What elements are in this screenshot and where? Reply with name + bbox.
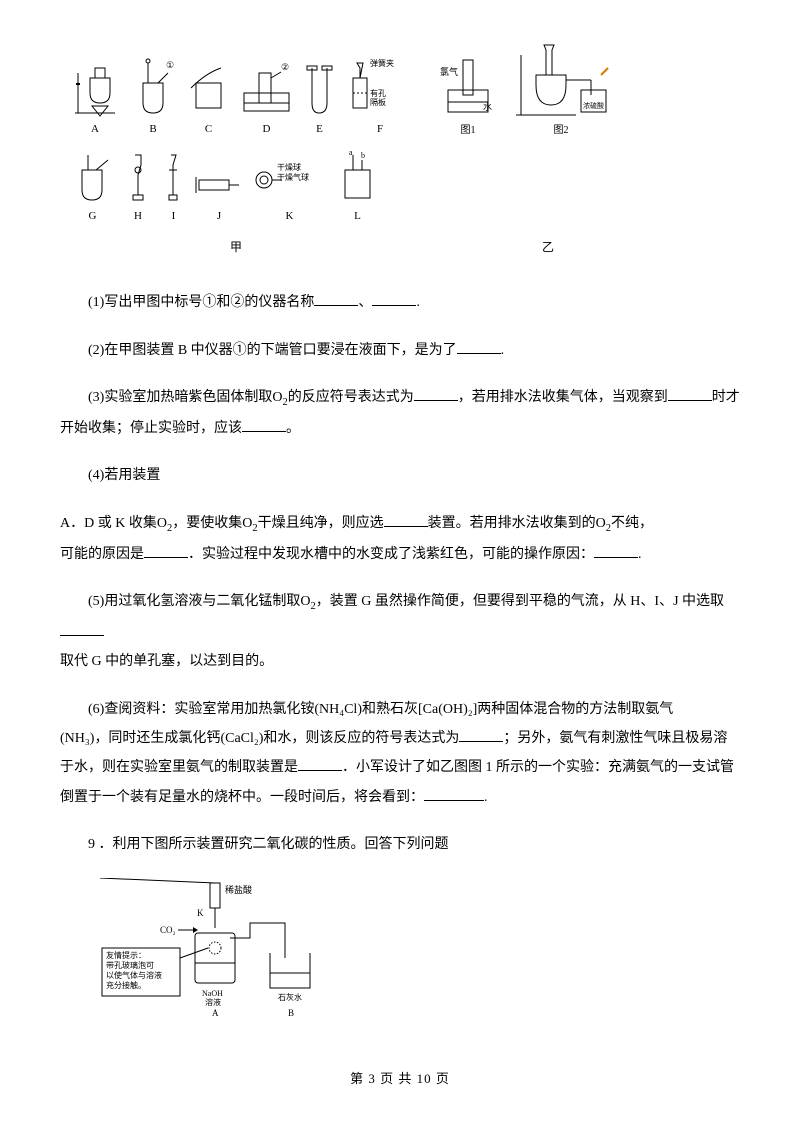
label-E: E (316, 120, 323, 140)
svg-text:有孔: 有孔 (370, 88, 386, 98)
label-J: J (217, 207, 221, 227)
blank[interactable] (384, 513, 428, 527)
question-1: (1)写出甲图中标号①和②的仪器名称、. (60, 288, 740, 317)
svg-text:溶液: 溶液 (205, 997, 221, 1007)
svg-text:友情提示：: 友情提示： (106, 950, 146, 960)
formula-CaCl2: (CaCl₂) (220, 731, 263, 746)
label-I: I (172, 207, 176, 227)
label-L: L (354, 207, 361, 227)
svg-text:干燥气球: 干燥气球 (277, 172, 309, 182)
question-3: (3)实验室加热暗紫色固体制取O2的反应符号表达式为，若用排水法收集气体，当观察… (60, 383, 740, 443)
svg-text:石灰水: 石灰水 (278, 992, 302, 1002)
q1-text: (1)写出甲图中标号①和②的仪器名称 (88, 295, 314, 310)
formula-O2: O2 (242, 516, 257, 531)
blank[interactable] (668, 387, 712, 401)
label-fig2: 图2 (554, 122, 569, 140)
svg-text:带孔玻璃泡可: 带孔玻璃泡可 (106, 960, 154, 970)
apparatus-D: ② D (239, 58, 294, 140)
blank[interactable] (414, 387, 458, 401)
apparatus-L: a b L (335, 150, 380, 227)
svg-text:干燥球: 干燥球 (277, 162, 301, 172)
question-2: (2)在甲图装置 B 中仪器①的下端管口要浸在液面下，是为了. (60, 336, 740, 365)
svg-text:K: K (197, 908, 204, 918)
page-footer: 第 3 页 共 10 页 (60, 1067, 740, 1090)
svg-text:浓硫酸: 浓硫酸 (583, 101, 604, 110)
blank[interactable] (424, 787, 484, 801)
formula-NH4Cl: (NH₄Cl) (314, 702, 362, 717)
svg-text:②: ② (281, 62, 289, 72)
svg-text:充分接触。: 充分接触。 (106, 980, 146, 990)
svg-text:水: 水 (483, 101, 492, 112)
label-C: C (205, 120, 212, 140)
page-total: 10 (417, 1071, 432, 1086)
apparatus-F: 弹簧夹 有孔 隔板 F (345, 58, 415, 140)
caption-jia: 甲 (230, 237, 242, 259)
svg-text:b: b (361, 151, 365, 160)
apparatus-H: H (123, 150, 153, 227)
blank[interactable] (457, 340, 501, 354)
blank[interactable] (594, 544, 638, 558)
label-K: K (286, 207, 294, 227)
apparatus-G: G (70, 150, 115, 227)
blank[interactable] (314, 292, 358, 306)
label-G: G (89, 207, 97, 227)
formula-NH3: (NH₃) (60, 731, 94, 746)
svg-text:氯气: 氯气 (440, 66, 458, 77)
label-A: A (91, 120, 99, 140)
svg-text:以使气体与溶液: 以使气体与溶液 (106, 970, 162, 980)
blank[interactable] (298, 757, 342, 771)
apparatus-C: C (186, 58, 231, 140)
formula-O2: O2 (300, 594, 315, 609)
label-fig1: 图1 (461, 122, 476, 140)
svg-text:A: A (212, 1008, 219, 1018)
q2-text: (2)在甲图装置 B 中仪器①的下端管口要浸在液面下，是为了 (88, 343, 457, 358)
label-F: F (377, 120, 383, 140)
caption-yi: 乙 (542, 237, 554, 259)
blank[interactable] (459, 728, 503, 742)
diagram-row-1: A ① B C ② (70, 40, 730, 140)
svg-text:稀盐酸: 稀盐酸 (225, 884, 252, 895)
page-number: 3 (368, 1071, 376, 1086)
apparatus-diagram-top: A ① B C ② (60, 30, 740, 268)
question-6: (6)查阅资料：实验室常用加热氯化铵(NH₄Cl)和熟石灰[Ca(OH)₂]两种… (60, 695, 740, 813)
apparatus-B: ① B (128, 58, 178, 140)
apparatus-yi-fig2: 浓硫酸 图2 (506, 40, 616, 140)
spring-clip-label: 弹簧夹 (370, 58, 394, 68)
apparatus-E: E (302, 58, 337, 140)
diagram-row-2: G H I J (70, 150, 730, 227)
question-9: 9 ．利用下图所示装置研究二氧化碳的性质。回答下列问题 (60, 830, 740, 859)
apparatus-K: 干燥球 干燥气球 K (252, 155, 327, 227)
apparatus-I: I (161, 150, 186, 227)
blank[interactable] (60, 622, 104, 636)
svg-text:NaOH: NaOH (202, 989, 223, 998)
blank[interactable] (144, 544, 188, 558)
question-4-body: A．D 或 K 收集O2，要使收集O2干燥且纯净，则应选装置。若用排水法收集到的… (60, 509, 740, 569)
apparatus-J: J (194, 165, 244, 227)
svg-text:隔板: 隔板 (370, 97, 386, 107)
svg-text:a: a (349, 150, 353, 157)
label-D: D (263, 120, 271, 140)
svg-text:B: B (288, 1008, 294, 1018)
label-B: B (149, 120, 156, 140)
co2-apparatus-diagram: 稀盐酸 K CO₂ NaOH 溶液 A 石灰水 B 友情提示： 带孔玻璃泡可 以… (100, 878, 740, 1027)
blank[interactable] (242, 418, 286, 432)
formula-O2: O2 (272, 390, 287, 405)
svg-text:CO₂: CO₂ (160, 925, 176, 935)
label-H: H (134, 207, 142, 227)
apparatus-yi-fig1: 氯气 水 图1 (438, 50, 498, 140)
svg-text:①: ① (166, 60, 174, 70)
blank[interactable] (372, 292, 416, 306)
question-4-head: (4)若用装置 (60, 461, 740, 490)
formula-O2: O2 (157, 516, 172, 531)
formula-CaOH2: [Ca(OH)₂] (418, 702, 477, 717)
formula-O2: O2 (596, 516, 611, 531)
question-5: (5)用过氧化氢溶液与二氧化锰制取O2，装置 G 虽然操作简便，但要得到平稳的气… (60, 587, 740, 677)
apparatus-A: A (70, 58, 120, 140)
